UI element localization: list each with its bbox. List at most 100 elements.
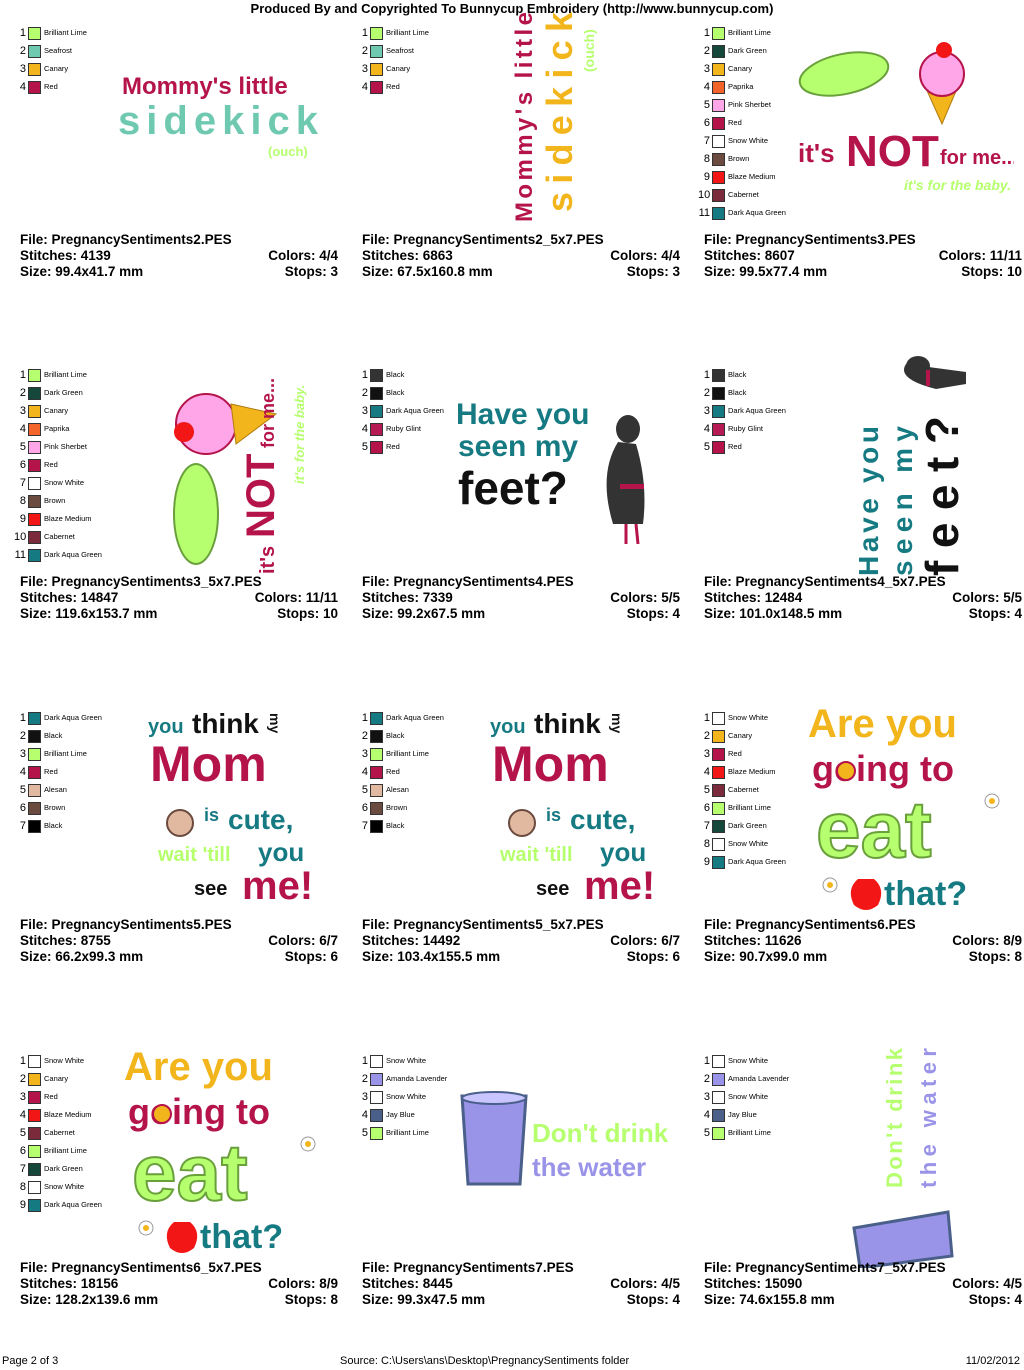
color-count: 4/4 bbox=[661, 248, 680, 263]
color-index: 4 bbox=[19, 1109, 26, 1121]
stops-label: Stops: bbox=[284, 1292, 331, 1307]
color-index: 4 bbox=[19, 423, 26, 435]
stitch-count: 18156 bbox=[80, 1276, 119, 1291]
stop-count: 8 bbox=[330, 1292, 338, 1307]
svg-text:feet?: feet? bbox=[916, 416, 968, 576]
color-name: Snow White bbox=[386, 1092, 427, 1101]
stops-label: Stops: bbox=[968, 1292, 1015, 1307]
color-swatch bbox=[370, 441, 383, 454]
file-name: PregnancySentiments7_5x7.PES bbox=[735, 1260, 946, 1275]
color-swatch bbox=[712, 441, 725, 454]
svg-text:Mommy's little: Mommy's little bbox=[511, 12, 538, 222]
design-card: 1 Dark Aqua Green 2 Black 3 Brilliant Lime 4 Re… bbox=[352, 685, 682, 1015]
color-name: Dark Aqua Green bbox=[728, 208, 786, 217]
stops-label: Stops: bbox=[626, 1292, 673, 1307]
stitch-count: 4139 bbox=[80, 248, 111, 263]
color-name: Paprika bbox=[44, 424, 70, 433]
color-count: 8/9 bbox=[1003, 933, 1022, 948]
design-info: File: PregnancySentiments5_5x7.PES Stitch… bbox=[362, 917, 680, 965]
color-index: 3 bbox=[19, 63, 26, 75]
file-name: PregnancySentiments4.PES bbox=[393, 574, 574, 589]
color-name: Red bbox=[728, 442, 742, 451]
color-name: Dark Aqua Green bbox=[728, 857, 786, 866]
svg-text:Don't drink: Don't drink bbox=[882, 1047, 907, 1188]
color-index: 8 bbox=[703, 153, 710, 165]
colors-label: Colors: bbox=[952, 1276, 1004, 1291]
color-index: 5 bbox=[19, 441, 26, 453]
color-index: 9 bbox=[703, 171, 710, 183]
color-swatch bbox=[28, 1109, 41, 1122]
svg-text:for me...: for me... bbox=[940, 147, 1014, 169]
color-swatch bbox=[712, 766, 725, 779]
color-swatch bbox=[712, 820, 725, 833]
stop-count: 4 bbox=[1014, 1292, 1022, 1307]
design-card: 1 Brilliant Lime 2 Seafrost 3 Canary 4 Red Mommy… bbox=[352, 0, 682, 330]
color-index: 1 bbox=[703, 1055, 710, 1067]
color-swatch bbox=[712, 1091, 725, 1104]
color-index: 2 bbox=[361, 387, 368, 399]
color-swatch bbox=[370, 369, 383, 382]
color-name: Brilliant Lime bbox=[386, 749, 429, 758]
stitches-label: Stitches: bbox=[704, 248, 765, 263]
stitches-label: Stitches: bbox=[20, 248, 81, 263]
file-name: PregnancySentiments3_5x7.PES bbox=[51, 574, 262, 589]
design-card: 1 Brilliant Lime 2 Dark Green 3 Canary 4 Paprik… bbox=[10, 342, 340, 672]
stops-label: Stops: bbox=[626, 264, 673, 279]
color-index: 1 bbox=[361, 1055, 368, 1067]
size-label: Size: bbox=[362, 606, 398, 621]
design-card: 1 Snow White 2 Canary 3 Red 4 Blaze Medium 5 Cabe… bbox=[694, 685, 1024, 1015]
color-name: Jay Blue bbox=[728, 1110, 757, 1119]
stitches-label: Stitches: bbox=[704, 590, 765, 605]
color-index: 3 bbox=[19, 405, 26, 417]
svg-text:NOT: NOT bbox=[846, 127, 939, 176]
file-name: PregnancySentiments2_5x7.PES bbox=[393, 232, 604, 247]
svg-text:going to: going to bbox=[812, 748, 954, 789]
file-name: PregnancySentiments6.PES bbox=[735, 917, 916, 932]
stops-label: Stops: bbox=[284, 949, 331, 964]
color-swatch bbox=[370, 1109, 383, 1122]
color-name: Snow White bbox=[728, 1092, 769, 1101]
color-index: 7 bbox=[19, 1163, 26, 1175]
svg-text:wait 'till: wait 'till bbox=[157, 844, 231, 866]
color-swatch bbox=[712, 838, 725, 851]
color-name: Snow White bbox=[44, 478, 85, 487]
size-label: Size: bbox=[20, 1292, 56, 1307]
color-name: Dark Green bbox=[728, 46, 767, 55]
color-index: 5 bbox=[19, 784, 26, 796]
design-size: 66.2x99.3 mm bbox=[55, 949, 144, 964]
color-swatch bbox=[28, 820, 41, 833]
color-swatch bbox=[28, 784, 41, 797]
color-index: 7 bbox=[361, 820, 368, 832]
color-name: Blaze Medium bbox=[44, 1110, 92, 1119]
color-name: Brilliant Lime bbox=[728, 803, 771, 812]
color-index: 8 bbox=[19, 495, 26, 507]
color-index: 5 bbox=[361, 441, 368, 453]
color-name: Ruby Glint bbox=[728, 424, 764, 433]
design-info: File: PregnancySentiments3.PES Stitches: … bbox=[704, 232, 1022, 280]
svg-text:feet?: feet? bbox=[458, 462, 568, 514]
color-name: Pink Sherbet bbox=[44, 442, 87, 451]
color-swatch bbox=[370, 387, 383, 400]
stop-count: 4 bbox=[672, 606, 680, 621]
color-index: 6 bbox=[703, 117, 710, 129]
design-info: File: PregnancySentiments2.PES Stitches: … bbox=[20, 232, 338, 280]
design-size: 99.4x41.7 mm bbox=[55, 264, 144, 279]
color-swatch bbox=[712, 802, 725, 815]
color-swatch bbox=[28, 63, 41, 76]
color-index: 4 bbox=[19, 81, 26, 93]
stitches-label: Stitches: bbox=[20, 933, 81, 948]
stitches-label: Stitches: bbox=[20, 590, 81, 605]
color-swatch bbox=[712, 153, 725, 166]
color-index: 2 bbox=[703, 1073, 710, 1085]
color-name: Red bbox=[386, 442, 400, 451]
color-swatch bbox=[28, 748, 41, 761]
color-index: 2 bbox=[361, 1073, 368, 1085]
color-swatch bbox=[370, 1127, 383, 1140]
stitches-label: Stitches: bbox=[704, 933, 765, 948]
color-name: Snow White bbox=[728, 136, 769, 145]
color-index: 5 bbox=[19, 1127, 26, 1139]
color-name: Brilliant Lime bbox=[386, 28, 429, 37]
color-name: Dark Aqua Green bbox=[728, 406, 786, 415]
